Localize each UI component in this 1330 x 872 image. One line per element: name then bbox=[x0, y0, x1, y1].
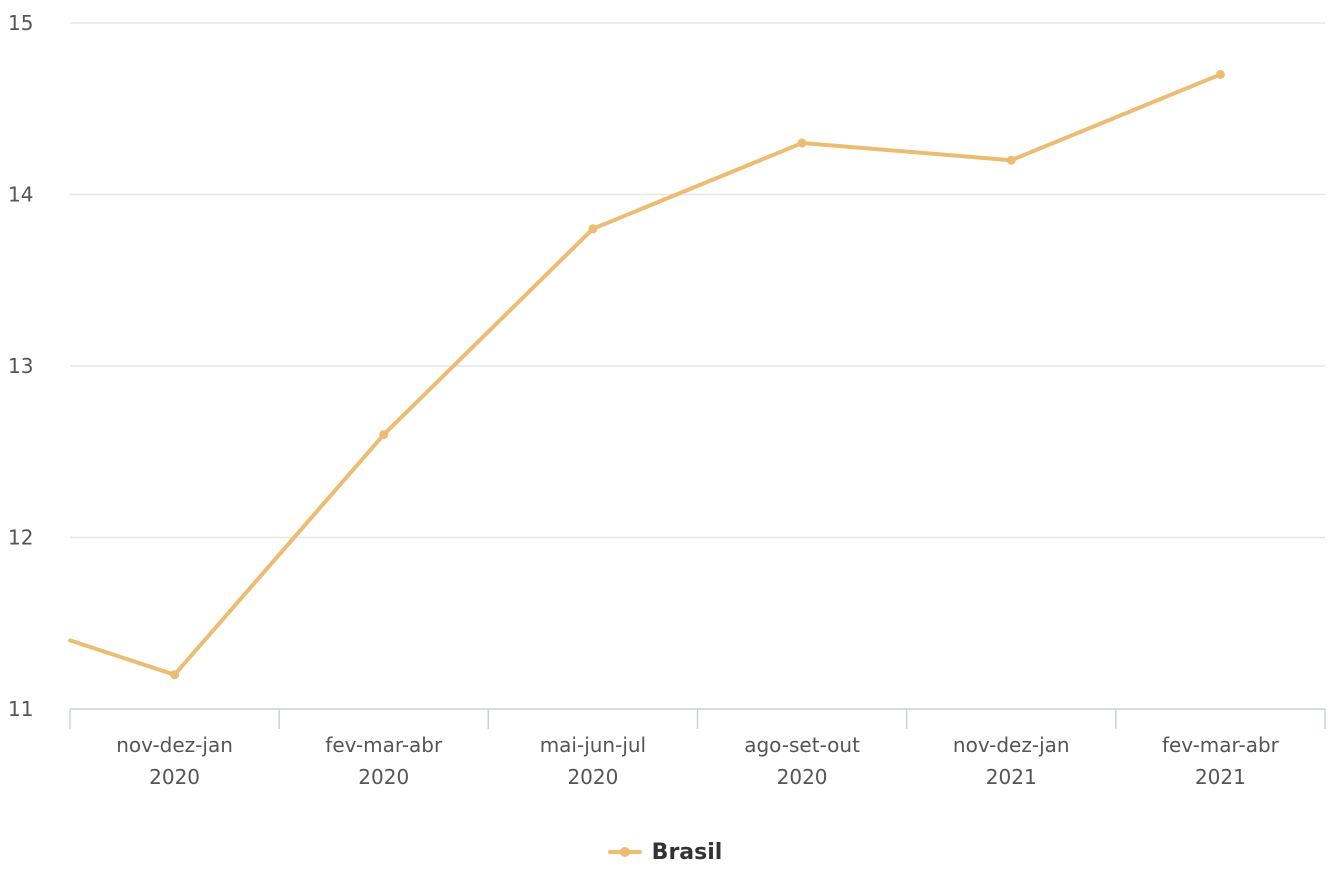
y-axis-labels: 11 12 13 14 15 bbox=[8, 11, 33, 721]
y-tick-label: 13 bbox=[8, 354, 33, 378]
x-tick-label: fev-mar-abr 2021 bbox=[1162, 733, 1280, 789]
data-point bbox=[1215, 69, 1225, 79]
series-points bbox=[170, 69, 1225, 680]
y-tick-label: 11 bbox=[8, 697, 33, 721]
x-tick-label: nov-dez-jan 2021 bbox=[953, 733, 1070, 789]
y-tick-label: 15 bbox=[8, 11, 33, 35]
data-point bbox=[588, 224, 598, 234]
legend-marker bbox=[619, 847, 630, 857]
x-tick-label: ago-set-out 2020 bbox=[744, 733, 860, 789]
y-tick-label: 12 bbox=[8, 526, 33, 550]
x-tick-label: mai-jun-jul 2020 bbox=[540, 733, 646, 789]
data-point bbox=[170, 670, 180, 680]
data-point bbox=[379, 430, 389, 440]
gridlines bbox=[70, 22, 1325, 539]
x-axis bbox=[69, 708, 1326, 729]
data-point bbox=[797, 138, 807, 148]
x-tick-label: fev-mar-abr 2020 bbox=[325, 733, 443, 789]
series-line-brasil bbox=[68, 72, 1223, 677]
legend[interactable]: Brasil bbox=[0, 832, 1330, 872]
x-axis-labels: nov-dez-jan 2020 fev-mar-abr 2020 mai-jun-ju… bbox=[116, 733, 1279, 789]
x-tick-label: nov-dez-jan 2020 bbox=[116, 733, 233, 789]
data-point bbox=[1006, 155, 1016, 165]
series-lines bbox=[68, 72, 1223, 677]
legend-swatch-brasil bbox=[607, 847, 642, 857]
y-tick-label: 14 bbox=[8, 183, 33, 207]
legend-label-brasil: Brasil bbox=[651, 839, 723, 865]
